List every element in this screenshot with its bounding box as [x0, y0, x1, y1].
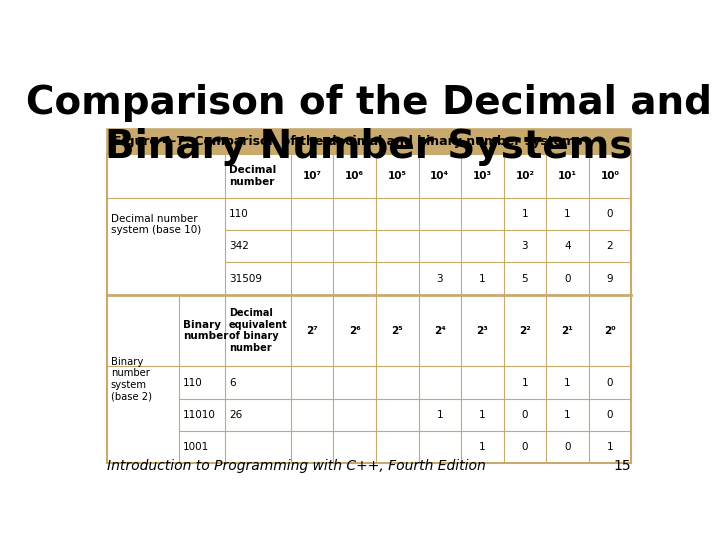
- Text: Comparison of the Decimal and
Binary Number Systems: Comparison of the Decimal and Binary Num…: [26, 84, 712, 166]
- Text: 10⁷: 10⁷: [302, 171, 322, 181]
- Text: 3: 3: [521, 241, 528, 251]
- Text: 6: 6: [229, 377, 235, 388]
- Text: 1: 1: [479, 274, 486, 284]
- Text: 1: 1: [564, 209, 571, 219]
- Text: 1: 1: [436, 410, 443, 420]
- Text: 2⁰: 2⁰: [604, 326, 616, 335]
- Text: 0: 0: [607, 209, 613, 219]
- Text: 5: 5: [521, 274, 528, 284]
- Text: 2³: 2³: [477, 326, 488, 335]
- Text: Binary
number: Binary number: [183, 320, 228, 341]
- Text: 2⁵: 2⁵: [392, 326, 403, 335]
- Text: 9: 9: [607, 274, 613, 284]
- Text: 4: 4: [564, 241, 571, 251]
- Text: 1: 1: [521, 209, 528, 219]
- Text: 110: 110: [229, 209, 248, 219]
- Text: 11010: 11010: [183, 410, 216, 420]
- Text: 1: 1: [521, 377, 528, 388]
- Text: 1001: 1001: [183, 442, 210, 452]
- Text: 10²: 10²: [516, 171, 534, 181]
- Text: 0: 0: [522, 410, 528, 420]
- Text: 1: 1: [564, 410, 571, 420]
- Text: 0: 0: [607, 377, 613, 388]
- Text: 342: 342: [229, 241, 249, 251]
- Text: 15: 15: [613, 459, 631, 473]
- Text: 2¹: 2¹: [562, 326, 573, 335]
- Text: 0: 0: [564, 442, 571, 452]
- Text: Binary
number
system
(base 2): Binary number system (base 2): [111, 356, 152, 401]
- Text: 3: 3: [436, 274, 443, 284]
- Text: 10⁶: 10⁶: [345, 171, 364, 181]
- Text: 1: 1: [479, 410, 486, 420]
- Text: 0: 0: [522, 442, 528, 452]
- Text: 10³: 10³: [473, 171, 492, 181]
- Text: Figure 4-7: Comparison of the decimal and binary number systems: Figure 4-7: Comparison of the decimal an…: [114, 135, 583, 148]
- Text: Decimal number
system (base 10): Decimal number system (base 10): [111, 214, 201, 235]
- Text: Introduction to Programming with C++, Fourth Edition: Introduction to Programming with C++, Fo…: [107, 459, 485, 473]
- Text: 1: 1: [607, 442, 613, 452]
- Text: 1: 1: [564, 377, 571, 388]
- Text: 2²: 2²: [519, 326, 531, 335]
- Text: 26: 26: [229, 410, 242, 420]
- Text: 31509: 31509: [229, 274, 262, 284]
- Text: Decimal
number: Decimal number: [229, 165, 276, 187]
- Text: 10⁴: 10⁴: [431, 171, 449, 181]
- Text: 0: 0: [564, 274, 571, 284]
- Text: 10⁵: 10⁵: [388, 171, 407, 181]
- Text: 2⁷: 2⁷: [306, 326, 318, 335]
- Text: 10¹: 10¹: [558, 171, 577, 181]
- Text: 2⁶: 2⁶: [348, 326, 361, 335]
- Text: 2⁴: 2⁴: [434, 326, 446, 335]
- Text: 0: 0: [607, 410, 613, 420]
- Text: Decimal
equivalent
of binary
number: Decimal equivalent of binary number: [229, 308, 288, 353]
- Text: 10⁰: 10⁰: [600, 171, 619, 181]
- Text: 1: 1: [479, 442, 486, 452]
- Text: 110: 110: [183, 377, 203, 388]
- FancyBboxPatch shape: [107, 154, 631, 463]
- FancyBboxPatch shape: [107, 129, 631, 154]
- Text: 2: 2: [607, 241, 613, 251]
